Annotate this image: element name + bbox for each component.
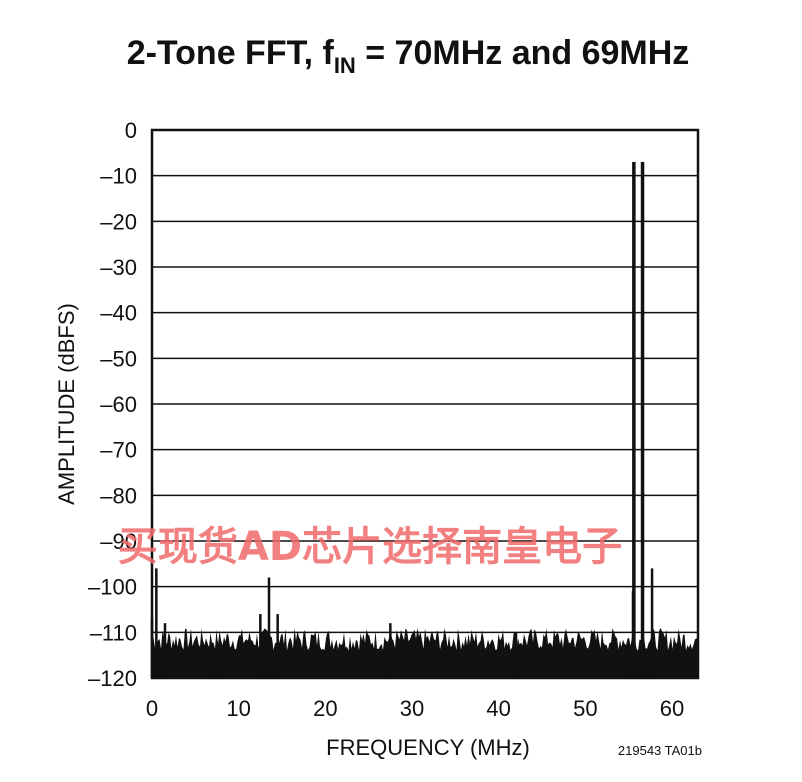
y-tick-label: –40 bbox=[100, 301, 137, 326]
spur-bar bbox=[650, 568, 654, 678]
chart-title: 2-Tone FFT, fIN = 70MHz and 69MHz bbox=[127, 34, 690, 78]
chart-title-subscript: IN bbox=[334, 53, 356, 78]
y-tick-label: –90 bbox=[100, 529, 137, 554]
chart-title-main: 2-Tone FFT, f bbox=[127, 34, 335, 72]
y-tick-label: –120 bbox=[88, 666, 137, 691]
y-tick-label: –70 bbox=[100, 438, 137, 463]
spur-bar bbox=[632, 161, 636, 678]
chart-title-rest: = 70MHz and 69MHz bbox=[356, 34, 689, 72]
y-tick-label: –20 bbox=[100, 209, 137, 234]
y-tick-label: 0 bbox=[125, 118, 137, 143]
y-axis-label: AMPLITUDE (dBFS) bbox=[54, 303, 79, 505]
x-axis-label: FREQUENCY (MHz) bbox=[326, 735, 530, 760]
spur-bar bbox=[640, 161, 645, 678]
x-tick-label: 60 bbox=[660, 696, 684, 721]
spur-bar bbox=[155, 568, 158, 678]
y-tick-label: –100 bbox=[88, 575, 137, 600]
x-tick-label: 20 bbox=[313, 696, 337, 721]
spurs bbox=[150, 161, 654, 678]
x-tick-label: 10 bbox=[226, 696, 250, 721]
noise-floor-band bbox=[152, 627, 698, 678]
noise-floor bbox=[152, 627, 698, 678]
x-tick-label: 0 bbox=[146, 696, 158, 721]
x-tick-label: 40 bbox=[486, 696, 510, 721]
y-tick-label: –30 bbox=[100, 255, 137, 280]
y-tick-labels: 0 –10 –20 –30 –40 –50 –60 –70 –80 –90 –100 –110 –120 bbox=[88, 118, 137, 691]
spur-bar bbox=[514, 632, 518, 678]
spur-bar bbox=[259, 614, 262, 678]
y-tick-label: –60 bbox=[100, 392, 137, 417]
y-tick-label: –80 bbox=[100, 483, 137, 508]
x-tick-labels: 0 10 20 30 40 50 60 bbox=[146, 696, 684, 721]
y-tick-label: –10 bbox=[100, 164, 137, 189]
watermark-text: 买现货AD芯片选择南皇电子 bbox=[118, 524, 622, 570]
y-tick-label: –110 bbox=[90, 620, 137, 645]
spur-bar bbox=[163, 623, 167, 678]
y-tick-label: –50 bbox=[100, 346, 137, 371]
spur-bar bbox=[215, 641, 219, 678]
spur-bar bbox=[267, 577, 271, 678]
figure-code: 219543 TA01b bbox=[618, 743, 702, 758]
x-tick-label: 50 bbox=[573, 696, 597, 721]
grid-lines bbox=[152, 174, 698, 634]
spur-bar bbox=[276, 614, 279, 678]
plot-frame bbox=[150, 128, 700, 680]
x-tick-label: 30 bbox=[400, 696, 424, 721]
spur-bar bbox=[389, 623, 392, 678]
